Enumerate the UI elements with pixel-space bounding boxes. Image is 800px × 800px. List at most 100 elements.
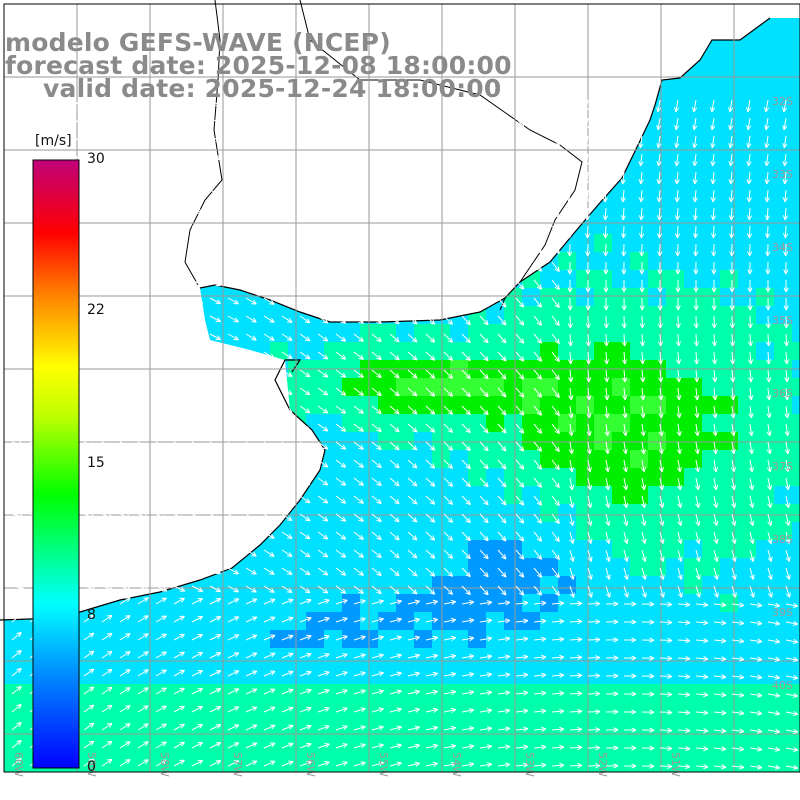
speed-cell bbox=[432, 684, 450, 702]
speed-cell bbox=[774, 198, 792, 216]
wind-arrow bbox=[638, 117, 644, 131]
speed-cell bbox=[684, 144, 702, 162]
wind-arrow bbox=[461, 153, 471, 164]
speed-cell bbox=[666, 792, 684, 800]
speed-cell bbox=[594, 342, 612, 360]
wind-arrow bbox=[371, 315, 382, 325]
wind-arrow bbox=[407, 117, 418, 127]
speed-cell bbox=[108, 684, 126, 702]
speed-cell bbox=[720, 288, 738, 306]
speed-cell bbox=[558, 774, 576, 792]
speed-cell bbox=[774, 90, 792, 108]
wind-arrow bbox=[173, 153, 186, 160]
wind-arrow bbox=[640, 423, 646, 437]
wind-arrow bbox=[602, 207, 609, 221]
wind-arrow bbox=[83, 189, 96, 195]
wind-arrow bbox=[317, 567, 329, 576]
speed-cell bbox=[774, 738, 792, 756]
speed-cell bbox=[774, 774, 792, 792]
speed-cell bbox=[432, 774, 450, 792]
wind-arrow bbox=[137, 369, 150, 376]
wind-arrow bbox=[461, 297, 471, 308]
wind-arrow bbox=[317, 549, 329, 558]
wind-arrow bbox=[656, 225, 663, 239]
wind-arrow bbox=[11, 405, 24, 411]
speed-cell bbox=[630, 234, 648, 252]
wind-arrow bbox=[407, 369, 418, 379]
wind-arrow bbox=[479, 315, 489, 326]
speed-cell bbox=[522, 738, 540, 756]
wind-arrow bbox=[137, 405, 150, 412]
speed-cell bbox=[468, 576, 486, 594]
speed-cell bbox=[648, 306, 666, 324]
wind-arrow bbox=[227, 387, 239, 395]
wind-arrow bbox=[371, 243, 382, 253]
wind-arrow bbox=[533, 387, 543, 398]
wind-arrow bbox=[281, 333, 293, 342]
wind-arrow bbox=[281, 441, 293, 450]
speed-cell bbox=[612, 504, 630, 522]
speed-cell bbox=[324, 432, 342, 450]
wind-arrow bbox=[694, 423, 700, 437]
wind-arrow bbox=[119, 477, 132, 484]
wind-arrow bbox=[407, 405, 418, 415]
speed-cell bbox=[774, 18, 792, 36]
speed-cell bbox=[90, 630, 108, 648]
speed-cell bbox=[612, 342, 630, 360]
wind-arrow bbox=[479, 243, 489, 254]
speed-cell bbox=[288, 702, 306, 720]
wind-arrow bbox=[585, 333, 592, 347]
speed-cell bbox=[594, 612, 612, 630]
wind-arrow bbox=[371, 261, 382, 271]
speed-cell bbox=[630, 486, 648, 504]
speed-cell bbox=[432, 666, 450, 684]
speed-cell bbox=[666, 252, 684, 270]
speed-cell bbox=[594, 504, 612, 522]
speed-cell bbox=[468, 558, 486, 576]
speed-cell bbox=[792, 414, 800, 432]
speed-cell bbox=[126, 684, 144, 702]
wind-arrow bbox=[353, 567, 364, 576]
wind-arrow bbox=[227, 99, 239, 107]
wind-arrow bbox=[209, 333, 222, 341]
speed-cell bbox=[792, 396, 800, 414]
speed-cell bbox=[684, 234, 702, 252]
speed-cell bbox=[576, 630, 594, 648]
wind-arrow bbox=[605, 495, 611, 509]
wind-arrow bbox=[407, 567, 418, 577]
wind-arrow bbox=[83, 531, 96, 537]
wind-arrow bbox=[497, 495, 507, 506]
speed-cell bbox=[486, 342, 504, 360]
speed-cell bbox=[612, 234, 630, 252]
speed-cell bbox=[576, 504, 594, 522]
wind-arrow bbox=[101, 387, 114, 394]
speed-cell bbox=[666, 702, 684, 720]
wind-arrow bbox=[299, 171, 311, 180]
speed-cell bbox=[666, 126, 684, 144]
wind-arrow bbox=[209, 513, 222, 521]
wind-arrow bbox=[566, 171, 572, 185]
wind-arrow bbox=[389, 459, 400, 469]
wind-arrow bbox=[515, 153, 525, 164]
wind-arrow bbox=[784, 423, 790, 437]
speed-cell bbox=[144, 666, 162, 684]
wind-arrow bbox=[533, 405, 543, 416]
wind-arrow bbox=[782, 99, 788, 113]
speed-cell bbox=[288, 594, 306, 612]
wind-arrow bbox=[371, 549, 382, 559]
speed-cell bbox=[396, 684, 414, 702]
wind-arrow bbox=[281, 351, 293, 360]
speed-cell bbox=[468, 630, 486, 648]
wind-arrow bbox=[605, 549, 611, 562]
wind-arrow bbox=[407, 171, 418, 181]
wind-arrow bbox=[101, 99, 114, 106]
wind-arrow bbox=[155, 171, 168, 178]
wind-arrow bbox=[764, 135, 770, 149]
wind-arrow bbox=[155, 117, 168, 124]
wind-arrow bbox=[479, 117, 489, 128]
speed-cell bbox=[288, 378, 306, 396]
wind-arrow bbox=[515, 171, 525, 182]
speed-cell bbox=[270, 612, 288, 630]
speed-cell bbox=[666, 396, 684, 414]
speed-cell bbox=[738, 270, 756, 288]
